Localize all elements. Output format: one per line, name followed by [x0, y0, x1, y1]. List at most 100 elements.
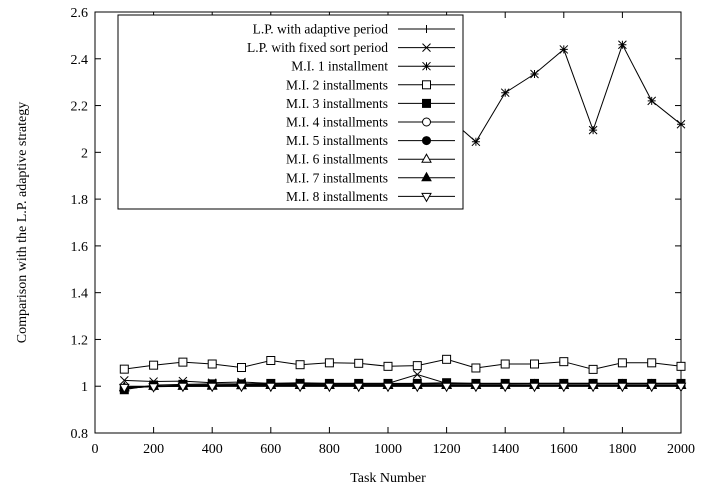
data-point — [119, 364, 129, 374]
x-tick-label: 200 — [143, 442, 164, 457]
data-point — [411, 382, 423, 393]
legend-marker — [422, 80, 431, 90]
legend-entry: M.I. 8 installments — [286, 189, 455, 204]
data-point — [500, 359, 510, 369]
legend-label: M.I. 3 installments — [286, 96, 388, 111]
x-axis-title: Task Number — [350, 471, 426, 486]
data-point — [237, 363, 246, 373]
data-point — [177, 382, 189, 393]
data-point — [588, 125, 598, 135]
legend-label: M.I. 7 installments — [286, 170, 388, 185]
y-axis-title: Comparison with the L.P. adaptive strate… — [15, 102, 30, 343]
data-point — [647, 96, 657, 106]
y-tick-label: 1.8 — [71, 193, 89, 208]
legend-marker — [422, 25, 431, 33]
data-point — [294, 382, 306, 393]
x-tick-label: 600 — [260, 442, 281, 457]
data-point — [353, 382, 365, 393]
data-point — [558, 382, 570, 393]
data-point — [383, 361, 393, 371]
data-point — [559, 357, 569, 367]
legend-marker — [421, 153, 432, 163]
data-point — [412, 370, 422, 379]
data-point — [617, 382, 628, 393]
y-tick-label: 2.6 — [71, 6, 89, 21]
data-point — [559, 45, 569, 54]
legend-label: M.I. 4 installments — [286, 115, 388, 130]
data-point — [441, 382, 452, 393]
legend-label: L.P. with fixed sort period — [247, 40, 388, 55]
data-point — [119, 376, 129, 385]
data-point — [382, 382, 394, 393]
legend-entry: M.I. 1 installment — [291, 59, 455, 74]
legend-label: L.P. with adaptive period — [253, 22, 389, 37]
axis-ticks: 0 200 400 600 800 1000 1200 1400 1600 1800 2000 0.8… — [71, 6, 696, 457]
data-point — [266, 355, 276, 365]
x-tick-label: 2000 — [667, 442, 695, 457]
y-tick-label: 1.4 — [71, 287, 89, 302]
data-point — [530, 359, 539, 369]
y-tick-label: 2.4 — [71, 53, 89, 68]
data-point — [412, 361, 422, 371]
legend-label: M.I. 6 installments — [286, 152, 388, 167]
x-tick-label: 1800 — [608, 442, 636, 457]
x-tick-label: 1400 — [491, 442, 519, 457]
data-point — [499, 382, 511, 393]
data-point — [265, 382, 277, 393]
data-point — [470, 382, 482, 393]
data-point — [529, 382, 540, 393]
data-point — [587, 382, 599, 393]
data-point — [236, 382, 247, 393]
data-point — [588, 364, 598, 374]
series-4 — [119, 354, 686, 374]
data-point — [324, 358, 334, 368]
legend-entry: L.P. with fixed sort period — [247, 40, 455, 55]
data-point — [617, 358, 627, 368]
data-point — [676, 361, 686, 371]
legend-label: M.I. 1 installment — [291, 59, 388, 74]
y-tick-label: 1.2 — [71, 333, 89, 348]
legend-marker — [421, 171, 432, 182]
data-point — [471, 363, 481, 373]
data-point — [500, 88, 510, 98]
data-point — [471, 137, 481, 147]
legend-label: M.I. 5 installments — [286, 133, 388, 148]
legend: L.P. with adaptive period L.P. with fixed… — [117, 14, 464, 210]
legend-entry: L.P. with adaptive period — [253, 22, 455, 37]
data-point — [118, 383, 130, 394]
data-point — [647, 358, 657, 368]
legend-marker — [422, 136, 431, 146]
x-tick-label: 400 — [202, 442, 223, 457]
data-point — [530, 69, 539, 79]
legend-label: M.I. 2 installments — [286, 77, 388, 92]
series-layer — [118, 40, 687, 395]
data-point — [206, 382, 218, 393]
series-line — [124, 385, 681, 388]
data-point — [676, 119, 686, 129]
legend-entry: M.I. 4 installments — [286, 115, 455, 130]
y-tick-label: 2.2 — [71, 100, 89, 115]
series-line — [124, 383, 681, 390]
data-point — [149, 360, 159, 370]
x-tick-label: 1600 — [550, 442, 578, 457]
y-tick-label: 2 — [81, 146, 88, 161]
data-point — [324, 382, 335, 393]
series-10 — [118, 382, 687, 394]
x-tick-label: 0 — [92, 442, 99, 457]
y-tick-label: 1.6 — [71, 240, 89, 255]
data-point — [354, 358, 364, 368]
legend-marker — [422, 117, 431, 127]
data-point — [295, 360, 305, 370]
legend-marker — [422, 43, 431, 52]
legend-entry: M.I. 6 installments — [286, 152, 455, 167]
data-point — [675, 382, 687, 393]
x-tick-label: 1200 — [433, 442, 461, 457]
legend-marker — [422, 61, 431, 71]
legend-marker — [422, 98, 431, 108]
data-point — [442, 354, 452, 364]
x-tick-label: 800 — [319, 442, 340, 457]
legend-entry: M.I. 3 installments — [286, 96, 455, 111]
legend-entry: M.I. 5 installments — [286, 133, 455, 148]
